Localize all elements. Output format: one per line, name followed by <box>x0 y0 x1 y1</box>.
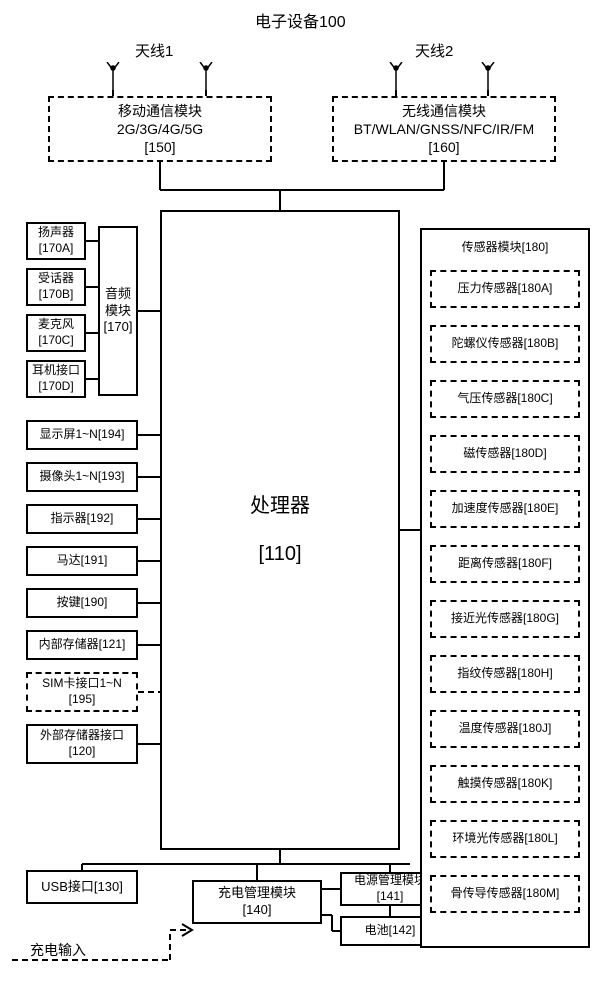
ext-mem-block: 外部存储器接口 [120] <box>26 724 138 764</box>
processor-l2: [110] <box>259 541 302 567</box>
sensor-item: 温度传感器[180J] <box>430 710 580 748</box>
pmu-l2: [141] <box>377 889 404 905</box>
mobile-comm-l3: [150] <box>144 138 175 156</box>
mobile-comm-l2: 2G/3G/4G/5G <box>117 120 203 138</box>
antenna-icon <box>480 62 496 92</box>
sensor-item: 磁传感器[180D] <box>430 435 580 473</box>
receiver-block: 受话器 [170B] <box>26 268 86 306</box>
speaker-l2: [170A] <box>39 241 74 257</box>
sensor-item: 加速度传感器[180E] <box>430 490 580 528</box>
processor-block: 处理器 [110] <box>160 210 400 850</box>
sensor-item-label: 陀螺仪传感器[180B] <box>452 336 559 352</box>
sensor-item: 距离传感器[180F] <box>430 545 580 583</box>
sim-l1: SIM卡接口1~N <box>42 676 122 692</box>
extmem-l2: [120] <box>69 744 96 760</box>
audio-module-l3: [170] <box>104 319 133 336</box>
left-camera-block: 摄像头1~N[193] <box>26 462 138 492</box>
sensor-module-title: 传感器模块[180] <box>462 240 549 256</box>
sensor-item-label: 触摸传感器[180K] <box>458 776 553 792</box>
speaker-block: 扬声器 [170A] <box>26 222 86 260</box>
left-indicator-block: 指示器[192] <box>26 504 138 534</box>
wireless-comm-l3: [160] <box>428 138 459 156</box>
mobile-comm-l1: 移动通信模块 <box>118 102 202 120</box>
usb-block: USB接口[130] <box>26 870 138 904</box>
sensor-item-label: 磁传感器[180D] <box>463 446 546 462</box>
sensor-item: 指纹传感器[180H] <box>430 655 580 693</box>
antenna-icon <box>105 62 121 92</box>
sensor-item: 陀螺仪传感器[180B] <box>430 325 580 363</box>
sim-l2: [195] <box>69 692 96 708</box>
extmem-l1: 外部存储器接口 <box>40 728 124 744</box>
charge-mgmt-block: 充电管理模块 [140] <box>192 880 322 924</box>
audio-module-l1: 音频 <box>105 286 131 303</box>
antenna-icon <box>198 62 214 92</box>
antenna-icon <box>388 62 404 92</box>
wireless-comm-module: 无线通信模块 BT/WLAN/GNSS/NFC/IR/FM [160] <box>332 96 556 162</box>
mobile-comm-module: 移动通信模块 2G/3G/4G/5G [150] <box>48 96 272 162</box>
left-camera-label: 摄像头1~N[193] <box>39 469 124 485</box>
antenna1-label: 天线1 <box>135 40 173 61</box>
usb-l1: USB接口[130] <box>41 879 123 896</box>
diagram-canvas: 电子设备100 天线1 天线2 移动通信模块 2G/3G/4G/5G [150]… <box>0 0 608 1000</box>
charge-l2: [140] <box>243 902 272 919</box>
sensor-item-label: 指纹传感器[180H] <box>457 666 552 682</box>
mic-block: 麦克风 [170C] <box>26 314 86 352</box>
sensor-item: 环境光传感器[180L] <box>430 820 580 858</box>
wireless-comm-l2: BT/WLAN/GNSS/NFC/IR/FM <box>354 120 534 138</box>
processor-l1: 处理器 <box>250 493 310 519</box>
title-label: 电子设备100 <box>255 8 346 32</box>
wireless-comm-l1: 无线通信模块 <box>402 102 486 120</box>
audio-module: 音频 模块 [170] <box>98 226 138 396</box>
left-keys-label: 按键[190] <box>57 595 108 611</box>
left-keys-block: 按键[190] <box>26 588 138 618</box>
jack-l1: 耳机接口 <box>32 363 80 379</box>
sensor-item: 骨传导传感器[180M] <box>430 875 580 913</box>
audio-module-l2: 模块 <box>105 303 131 320</box>
charge-l1: 充电管理模块 <box>218 885 296 902</box>
left-display-block: 显示屏1~N[194] <box>26 420 138 450</box>
sensor-item-label: 距离传感器[180F] <box>458 556 552 572</box>
mic-l2: [170C] <box>38 333 73 349</box>
charge-input-label: 充电输入 <box>30 940 86 960</box>
sensor-item-label: 压力传感器[180A] <box>458 281 553 297</box>
sim-block: SIM卡接口1~N [195] <box>26 672 138 712</box>
mic-l1: 麦克风 <box>38 317 74 333</box>
sensor-item-label: 温度传感器[180J] <box>459 721 552 737</box>
left-display-label: 显示屏1~N[194] <box>39 427 124 443</box>
left-intmem-block: 内部存储器[121] <box>26 630 138 660</box>
left-motor-label: 马达[191] <box>57 553 108 569</box>
receiver-l1: 受话器 <box>38 271 74 287</box>
sensor-item: 压力传感器[180A] <box>430 270 580 308</box>
sensor-item-label: 气压传感器[180C] <box>457 391 552 407</box>
sensor-item: 接近光传感器[180G] <box>430 600 580 638</box>
sensor-item-label: 加速度传感器[180E] <box>452 501 559 517</box>
sensor-item: 触摸传感器[180K] <box>430 765 580 803</box>
sensor-item-label: 环境光传感器[180L] <box>452 831 557 847</box>
speaker-l1: 扬声器 <box>38 225 74 241</box>
left-indicator-label: 指示器[192] <box>51 511 114 527</box>
antenna2-label: 天线2 <box>415 40 453 61</box>
jack-l2: [170D] <box>38 379 73 395</box>
sensor-item-label: 接近光传感器[180G] <box>451 611 559 627</box>
pmu-l1: 电源管理模块 <box>354 873 426 889</box>
sensor-item-label: 骨传导传感器[180M] <box>451 886 560 902</box>
left-motor-block: 马达[191] <box>26 546 138 576</box>
battery-l1: 电池[142] <box>365 923 416 939</box>
sensor-item: 气压传感器[180C] <box>430 380 580 418</box>
left-intmem-label: 内部存储器[121] <box>39 637 126 653</box>
headphone-jack-block: 耳机接口 [170D] <box>26 360 86 398</box>
receiver-l2: [170B] <box>39 287 74 303</box>
